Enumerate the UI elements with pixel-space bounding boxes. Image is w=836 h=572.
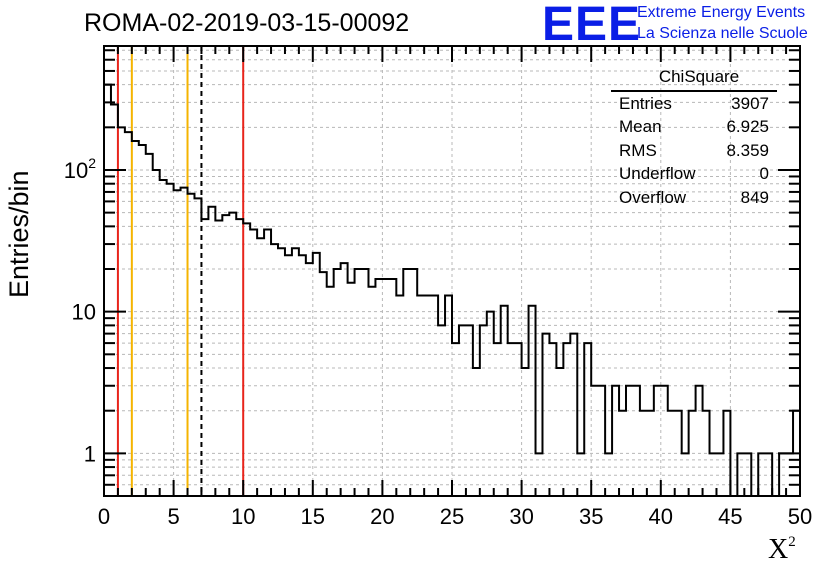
histogram-bin <box>243 223 250 496</box>
histogram-bin <box>341 263 348 496</box>
histogram-bin <box>487 312 494 496</box>
histogram-bin <box>278 248 285 496</box>
histogram-bin <box>591 386 598 496</box>
histogram-bin <box>515 343 522 496</box>
histogram-bin <box>188 194 195 496</box>
histogram-bin <box>661 386 668 496</box>
x-axis-label-sup: 2 <box>788 534 796 550</box>
stats-divider <box>611 90 777 92</box>
histogram-bin <box>236 219 243 496</box>
stats-row-underflow: Underflow 0 <box>611 162 779 185</box>
stats-key: Entries <box>619 94 672 113</box>
histogram-bin <box>522 368 529 496</box>
histogram-bin <box>626 386 633 496</box>
x-axis-label-base: X <box>768 534 789 565</box>
y-tick-label: 10 <box>72 300 96 325</box>
histogram-bin <box>194 198 201 496</box>
histogram-bin <box>139 145 146 496</box>
histogram-bin <box>334 269 341 496</box>
x-tick-label: 35 <box>579 504 603 529</box>
stats-key: Underflow <box>619 164 696 184</box>
stats-value: 8.359 <box>726 140 769 160</box>
stats-key: Mean <box>619 117 662 137</box>
x-tick-label: 0 <box>98 504 110 529</box>
histogram-bin <box>292 248 299 496</box>
histogram-bin <box>222 215 229 496</box>
x-axis-label: X2 <box>768 534 796 566</box>
histogram-bin <box>508 343 515 496</box>
histogram-bin <box>403 269 410 496</box>
histogram-bin <box>542 334 549 496</box>
x-tick-label: 5 <box>167 504 179 529</box>
histogram-bin <box>473 368 480 496</box>
histogram-bin <box>257 238 264 496</box>
histogram-bin <box>125 132 132 496</box>
stats-row-entries: Entries 3907 <box>611 92 779 115</box>
x-tick-label: 30 <box>509 504 533 529</box>
histogram-bin <box>584 343 591 496</box>
histogram-bin <box>181 188 188 496</box>
histogram-bin <box>654 386 661 496</box>
histogram-bin <box>208 207 215 496</box>
histogram-bin <box>215 220 222 496</box>
axis-ticks <box>103 46 801 497</box>
histogram-bin <box>410 269 417 496</box>
y-tick-label: 102 <box>64 155 96 183</box>
x-tick-label: 40 <box>649 504 673 529</box>
histogram-bin <box>612 386 619 496</box>
histogram-bin <box>153 170 160 496</box>
histogram-bin <box>598 386 605 496</box>
chart-title: ROMA-02-2019-03-15-00092 <box>84 9 410 37</box>
x-tick-label: 10 <box>231 504 255 529</box>
histogram <box>104 83 800 497</box>
stats-value: 3907 <box>731 94 769 113</box>
stats-key: RMS <box>619 140 657 160</box>
y-axis-label: Entries/bin <box>4 170 34 298</box>
stats-title: ChiSquare <box>658 67 740 86</box>
histogram-outline <box>104 83 800 497</box>
stats-key: Overflow <box>619 187 687 207</box>
histogram-bin <box>320 272 327 496</box>
x-tick-label: 25 <box>440 504 464 529</box>
stats-row-overflow: Overflow 849 <box>611 186 779 209</box>
histogram-bin <box>494 343 501 496</box>
histogram-bin <box>696 386 703 496</box>
histogram-bin <box>201 219 208 496</box>
stats-value: 0 <box>759 164 769 184</box>
histogram-bin <box>355 269 362 496</box>
logo-line-2: La Scienza nelle Scuole <box>637 25 808 42</box>
y-tick-label-base: 10 <box>64 158 88 183</box>
y-tick-label: 1 <box>84 441 96 466</box>
histogram-bin <box>104 85 111 496</box>
stats-row-rms: RMS 8.359 <box>611 139 779 162</box>
stats-value: 849 <box>740 187 769 207</box>
histogram-bin <box>160 180 167 496</box>
logo-line-1: Extreme Energy Events <box>637 4 806 21</box>
histogram-bin <box>271 244 278 496</box>
histogram-bin <box>556 368 563 496</box>
histogram-bin <box>452 343 459 496</box>
stats-row-mean: Mean 6.925 <box>611 115 779 138</box>
histogram-bin <box>362 269 369 496</box>
histogram-bin <box>111 104 118 496</box>
histogram-bin <box>633 386 640 496</box>
x-tick-label: 50 <box>788 504 812 529</box>
y-tick-label-exponent: 2 <box>88 155 96 171</box>
histogram-bin <box>570 334 577 496</box>
x-tick-label: 45 <box>718 504 742 529</box>
histogram-bin <box>306 263 313 496</box>
stats-box: ChiSquare Entries 3907 Mean 6.925 RMS 8.… <box>611 66 779 209</box>
stats-value: 6.925 <box>726 117 769 137</box>
x-tick-label: 20 <box>370 504 394 529</box>
eee-logo: EEE <box>542 0 642 51</box>
x-tick-label: 15 <box>301 504 325 529</box>
histogram-bin <box>167 184 174 496</box>
histogram-bin <box>549 343 556 496</box>
histogram-bin <box>348 283 355 496</box>
histogram-bin <box>563 343 570 496</box>
reference-lines <box>116 46 245 496</box>
